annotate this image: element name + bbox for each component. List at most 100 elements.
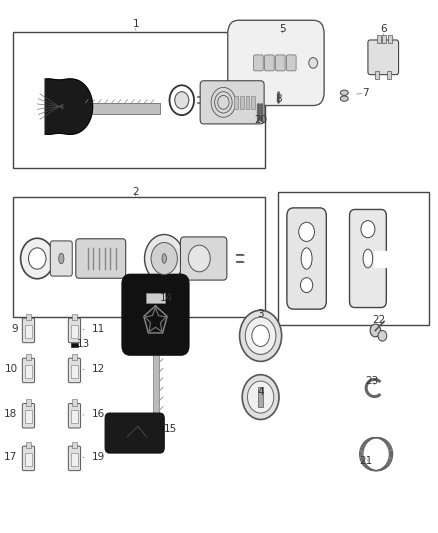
Bar [26,354,31,360]
Text: 16: 16 [92,409,105,419]
Text: 6: 6 [380,25,387,34]
Bar [25,325,32,338]
Bar [258,387,263,407]
FancyBboxPatch shape [265,55,274,71]
Text: 14: 14 [160,294,173,303]
Bar [72,354,77,360]
Polygon shape [374,251,388,266]
Bar [26,314,31,320]
Circle shape [252,325,269,346]
Text: 1: 1 [132,19,139,29]
FancyBboxPatch shape [68,318,81,343]
Bar [377,35,381,43]
FancyBboxPatch shape [200,80,264,124]
Circle shape [151,243,177,274]
Text: 15: 15 [164,424,177,434]
Circle shape [247,381,274,413]
FancyBboxPatch shape [68,358,81,383]
FancyBboxPatch shape [368,40,399,75]
Ellipse shape [59,253,64,264]
Bar [71,365,78,378]
Text: 3: 3 [257,310,264,319]
FancyBboxPatch shape [22,358,35,383]
FancyBboxPatch shape [276,55,285,71]
Ellipse shape [162,254,166,263]
Text: 11: 11 [92,324,105,334]
Bar [72,314,77,320]
Circle shape [240,310,282,361]
FancyBboxPatch shape [350,209,386,308]
Bar [278,192,429,325]
Text: 2: 2 [132,187,139,197]
Bar [146,293,165,303]
Circle shape [21,238,54,279]
Bar [13,197,265,317]
Bar [71,343,78,347]
Bar [26,399,31,406]
Bar [26,442,31,448]
Bar [387,71,391,79]
FancyBboxPatch shape [22,446,35,471]
Circle shape [370,324,381,337]
FancyBboxPatch shape [22,318,35,343]
Text: 8: 8 [275,94,282,103]
FancyBboxPatch shape [68,403,81,428]
Text: 13: 13 [77,339,90,349]
Circle shape [188,245,210,272]
FancyBboxPatch shape [286,55,296,71]
Circle shape [361,221,375,238]
Bar [72,442,77,448]
Text: 10: 10 [4,364,18,374]
FancyBboxPatch shape [228,20,324,106]
FancyBboxPatch shape [76,239,126,278]
Bar [71,410,78,423]
Text: 20: 20 [254,115,267,125]
FancyBboxPatch shape [22,403,35,428]
Bar [71,453,78,466]
Text: 9: 9 [11,324,18,334]
FancyBboxPatch shape [68,446,81,471]
Bar [240,96,244,109]
Bar [81,103,160,114]
Bar [153,345,159,445]
Text: 17: 17 [4,452,18,462]
Circle shape [309,58,318,68]
Circle shape [170,85,194,115]
Text: 12: 12 [92,364,105,374]
Circle shape [175,92,189,109]
Bar [25,410,32,423]
Text: 19: 19 [92,452,105,462]
Polygon shape [45,79,92,134]
Text: 4: 4 [257,387,264,397]
FancyBboxPatch shape [105,413,164,453]
FancyBboxPatch shape [50,241,72,276]
Circle shape [145,235,184,282]
Ellipse shape [363,249,373,268]
Bar [234,96,238,109]
Circle shape [299,222,314,241]
Bar [25,453,32,466]
Ellipse shape [340,90,348,95]
Circle shape [242,375,279,419]
Text: 18: 18 [4,409,18,419]
Bar [72,399,77,406]
FancyBboxPatch shape [122,274,189,355]
Ellipse shape [340,96,348,101]
Circle shape [245,317,276,354]
Bar [382,35,386,43]
Circle shape [28,248,46,269]
Text: 7: 7 [362,88,369,98]
FancyBboxPatch shape [287,208,326,309]
FancyBboxPatch shape [254,55,263,71]
Bar [25,365,32,378]
Bar [71,325,78,338]
Bar [246,96,249,109]
Circle shape [300,278,313,293]
Bar [388,35,392,43]
Text: 21: 21 [359,456,372,466]
Bar [13,32,265,168]
Text: 22: 22 [372,315,385,325]
Bar [251,96,255,109]
FancyBboxPatch shape [180,237,227,280]
Text: 5: 5 [279,25,286,34]
